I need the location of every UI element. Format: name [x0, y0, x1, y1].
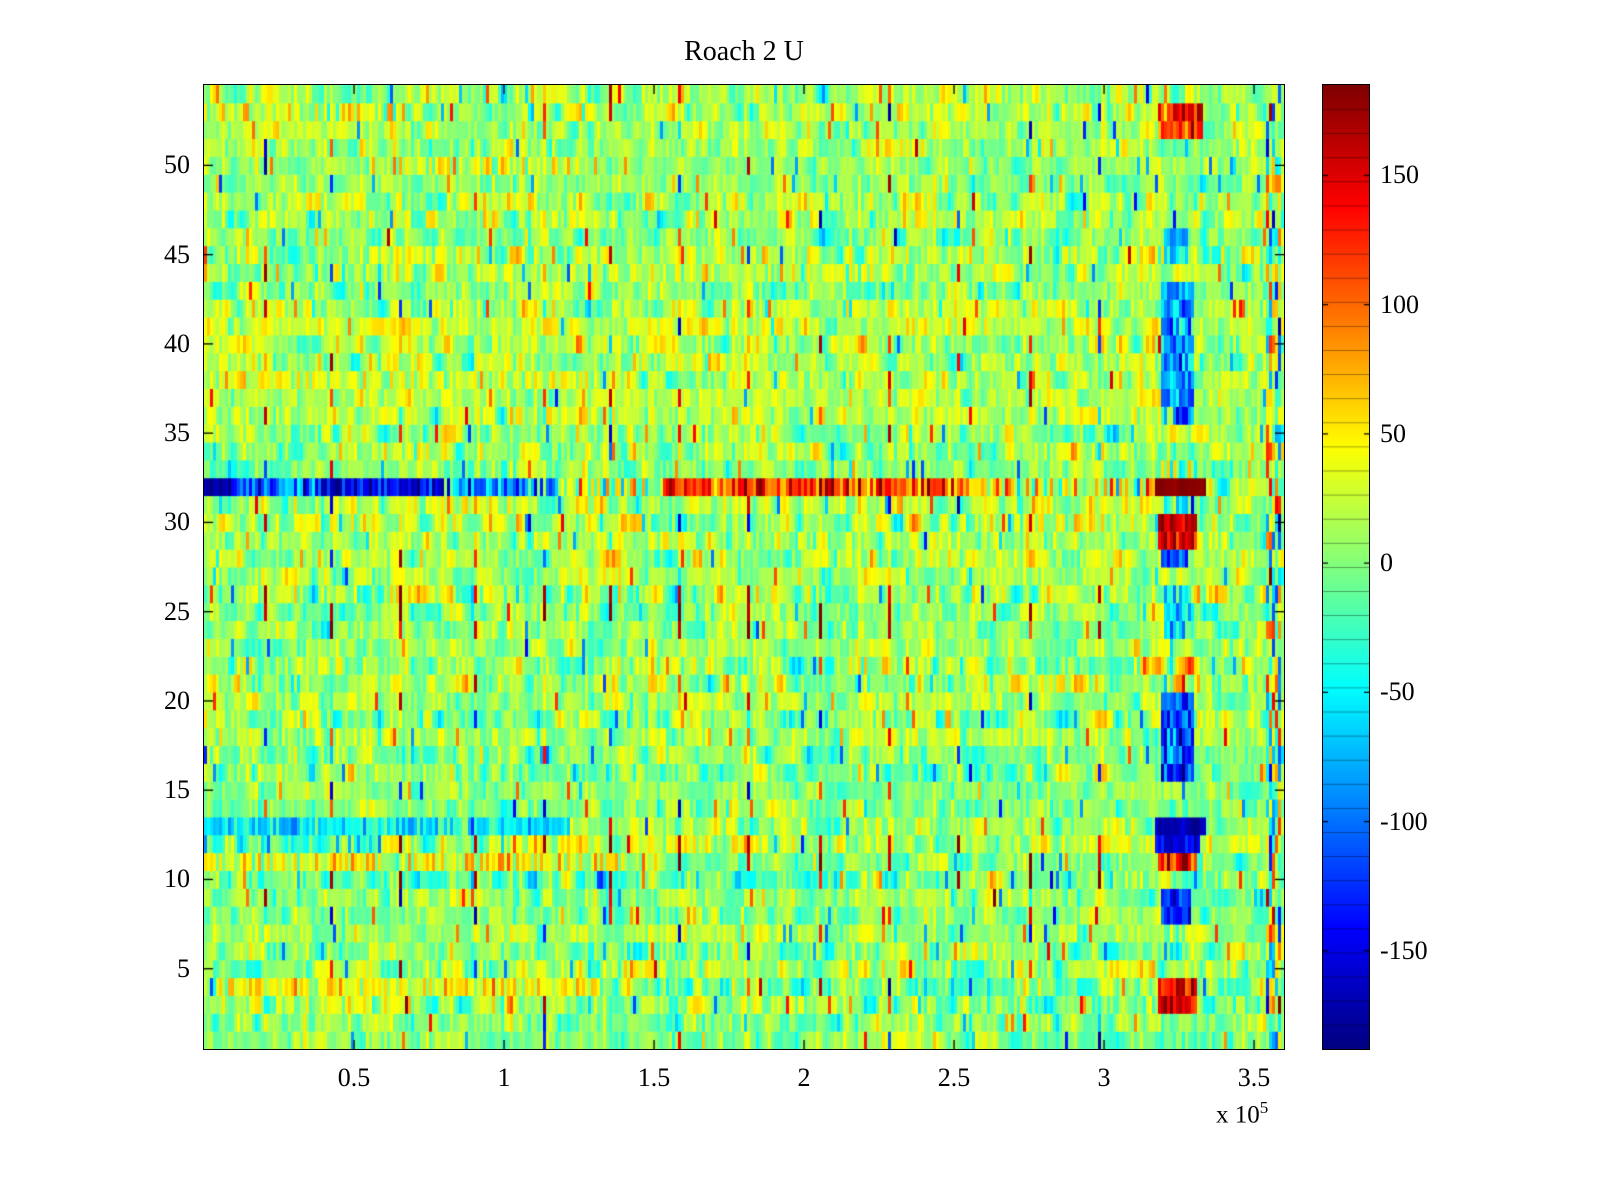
x-tick-label: 2	[797, 1063, 811, 1092]
x-tick-label: 1.5	[637, 1063, 671, 1092]
colorbar-tick-label: -50	[1380, 677, 1415, 707]
colorbar-tick-label: 50	[1380, 418, 1406, 448]
y-tick-label: 10	[164, 864, 190, 894]
colorbar-tick-label: -100	[1380, 806, 1428, 836]
colorbar-tick-label: 100	[1380, 289, 1419, 319]
y-tick-label: 50	[164, 150, 190, 180]
y-tick-label: 20	[164, 685, 190, 715]
colorbar-canvas	[1323, 85, 1369, 1049]
x-scale-exponent: 5	[1259, 1098, 1269, 1117]
heatmap-plot-area	[203, 84, 1285, 1050]
x-tick-label: 1	[497, 1063, 511, 1092]
x-tick-label: 0.5	[337, 1063, 371, 1092]
colorbar	[1322, 84, 1370, 1050]
x-tick-label: 2.5	[937, 1063, 971, 1092]
colorbar-tick-label: -150	[1380, 935, 1428, 965]
x-scale-base: x 10	[1216, 1101, 1260, 1129]
y-tick-label: 25	[164, 596, 190, 626]
y-tick-label: 40	[164, 328, 190, 358]
colorbar-tick-label: 150	[1380, 160, 1419, 190]
x-axis-scale-label: x 105	[1216, 1098, 1268, 1129]
chart-title: Roach 2 U	[684, 36, 804, 67]
x-tick-label: 3.5	[1237, 1063, 1271, 1092]
heatmap-canvas	[204, 85, 1284, 1049]
colorbar-tick-label: 0	[1380, 548, 1393, 578]
y-tick-label: 35	[164, 418, 190, 448]
x-tick-label: 3	[1097, 1063, 1111, 1092]
y-tick-label: 30	[164, 507, 190, 537]
y-tick-label: 15	[164, 775, 190, 805]
y-tick-label: 45	[164, 239, 190, 269]
y-tick-label: 5	[177, 953, 190, 983]
